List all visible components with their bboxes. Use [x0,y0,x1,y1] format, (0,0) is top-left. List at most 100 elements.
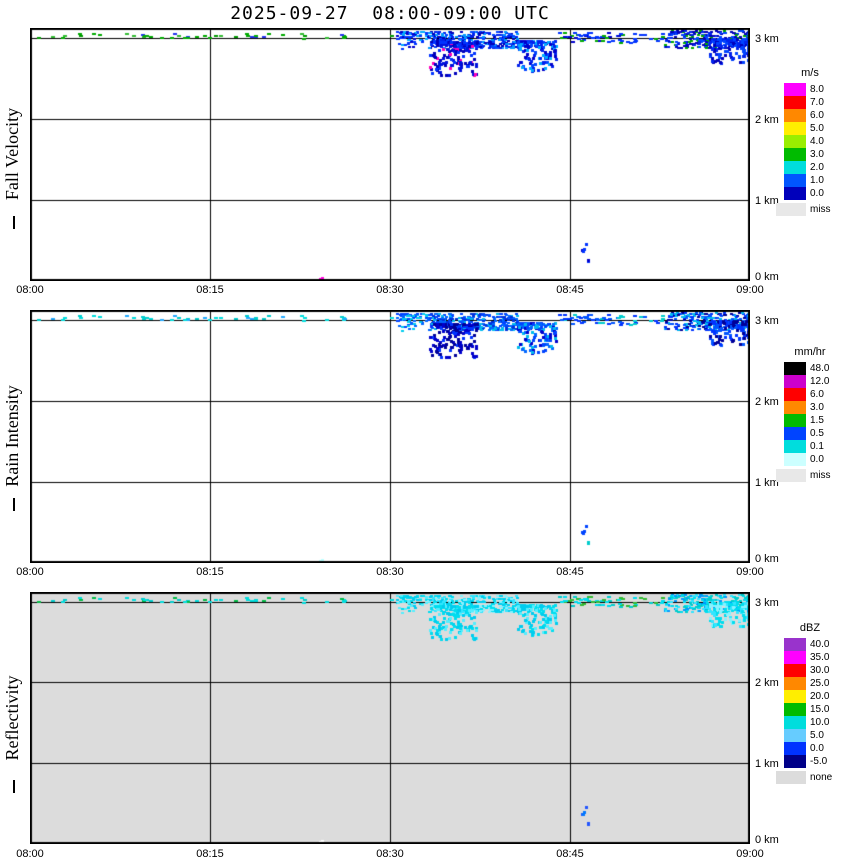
colorbar-missing-label: none [810,772,833,783]
colorbar-swatch [784,414,806,427]
colorbar-value-label: 1.0 [810,175,824,186]
colorbar-swatch [784,427,806,440]
colorbar-missing-swatch [776,771,806,784]
x-tick-label: 08:45 [556,284,584,296]
colorbar-missing-entry: none [776,771,846,784]
colorbar-swatch [784,388,806,401]
colorbar-value-label: 3.0 [810,402,824,413]
rain-intensity-plot [30,310,750,563]
colorbar-swatch [784,187,806,200]
colorbar-value-label: 10.0 [810,717,830,728]
colorbar-entry: 5.0 [784,122,846,135]
y-axis-label-fall-velocity: Fall Velocity [2,107,22,201]
fall-velocity-plot [30,28,750,281]
colorbar-entry: 25.0 [784,677,846,690]
colorbar-value-label: 0.0 [810,188,824,199]
x-tick-label: 08:00 [16,566,44,578]
x-tick-label: 09:00 [736,566,764,578]
colorbar-swatch [784,122,806,135]
colorbar-swatch [784,664,806,677]
colorbar-entry: 6.0 [784,388,846,401]
colorbar-entry: 12.0 [784,375,846,388]
colorbar-value-label: 6.0 [810,389,824,400]
colorbar-swatch [784,96,806,109]
colorbar-unit: mm/hr [794,346,826,358]
colorbar-entry: 48.0 [784,362,846,375]
colorbar-swatch [784,375,806,388]
colorbar-entry: 15.0 [784,703,846,716]
colorbar-value-label: 12.0 [810,376,830,387]
height-label: 1 km [755,758,779,770]
colorbar-swatch [784,638,806,651]
x-tick-label: 08:30 [376,566,404,578]
colorbar-entry: 0.1 [784,440,846,453]
colorbar-entry: 4.0 [784,135,846,148]
colorbar-value-label: 8.0 [810,84,824,95]
colorbar-entry: 20.0 [784,690,846,703]
colorbar-swatch [784,135,806,148]
height-label: 1 km [755,195,779,207]
colorbar-entry: 1.0 [784,174,846,187]
colorbar-swatch [784,677,806,690]
colorbar-value-label: 40.0 [810,639,830,650]
colorbar-fall-velocity: m/s 8.0 7.0 6.0 5.0 4.0 3.0 2.0 1.0 0.0 miss [776,28,846,310]
y-axis-label-tick [13,498,15,511]
colorbar-reflectivity: dBZ 40.0 35.0 30.0 25.0 20.0 15.0 10.0 5.0 0.0 -5… [776,592,846,868]
colorbar-value-label: 35.0 [810,652,830,663]
x-tick-label: 08:00 [16,848,44,860]
colorbar-swatch [784,83,806,96]
colorbar-entry: 7.0 [784,96,846,109]
colorbar-swatch [784,109,806,122]
colorbar-value-label: 5.0 [810,123,824,134]
panel-reflectivity: Reflectivity 08:00 08:15 08:30 08:45 09:00 3… [0,592,850,868]
colorbar-entry: 3.0 [784,401,846,414]
colorbar-value-label: 25.0 [810,678,830,689]
colorbar-entry: -5.0 [784,755,846,768]
reflectivity-plot [30,592,750,844]
colorbar-swatch [784,755,806,768]
colorbar-unit: m/s [801,67,819,79]
panel-rain-intensity: Rain Intensity 08:00 08:15 08:30 08:45 09:00… [0,310,850,592]
colorbar-value-label: 0.5 [810,428,824,439]
colorbar-swatch [784,703,806,716]
colorbar-entry: 0.0 [784,742,846,755]
colorbar-swatch [784,440,806,453]
colorbar-swatch [784,362,806,375]
colorbar-value-label: 1.5 [810,415,824,426]
colorbar-missing-entry: miss [776,203,846,216]
colorbar-entry: 10.0 [784,716,846,729]
colorbar-swatch [784,742,806,755]
height-label: 3 km [755,33,779,45]
colorbar-rain-intensity: mm/hr 48.0 12.0 6.0 3.0 1.5 0.5 0.1 0.0 miss [776,310,846,592]
colorbar-value-label: 6.0 [810,110,824,121]
colorbar-entry: 1.5 [784,414,846,427]
height-label: 0 km [755,834,779,846]
colorbar-value-label: 0.0 [810,454,824,465]
x-tick-label: 08:15 [196,284,224,296]
panel-fall-velocity: Fall Velocity 08:00 08:15 08:30 08:45 09:00 … [0,28,850,310]
height-label: 2 km [755,114,779,126]
colorbar-entry: 0.0 [784,453,846,466]
colorbar-value-label: -5.0 [810,756,828,767]
y-axis-label-tick [13,216,15,229]
height-label: 1 km [755,477,779,489]
colorbar-swatch [784,716,806,729]
colorbar-entry: 6.0 [784,109,846,122]
colorbar-entry: 8.0 [784,83,846,96]
y-axis-label-tick [13,780,15,793]
colorbar-value-label: 2.0 [810,162,824,173]
colorbar-entry: 40.0 [784,638,846,651]
colorbar-entry: 0.0 [784,187,846,200]
colorbar-swatch [784,729,806,742]
x-tick-label: 08:45 [556,848,584,860]
colorbar-value-label: 20.0 [810,691,830,702]
colorbar-swatch [784,161,806,174]
height-label: 0 km [755,553,779,565]
height-label: 3 km [755,315,779,327]
x-tick-label: 09:00 [736,848,764,860]
colorbar-swatch [784,401,806,414]
height-label: 0 km [755,271,779,283]
colorbar-swatch [784,174,806,187]
height-label: 2 km [755,677,779,689]
